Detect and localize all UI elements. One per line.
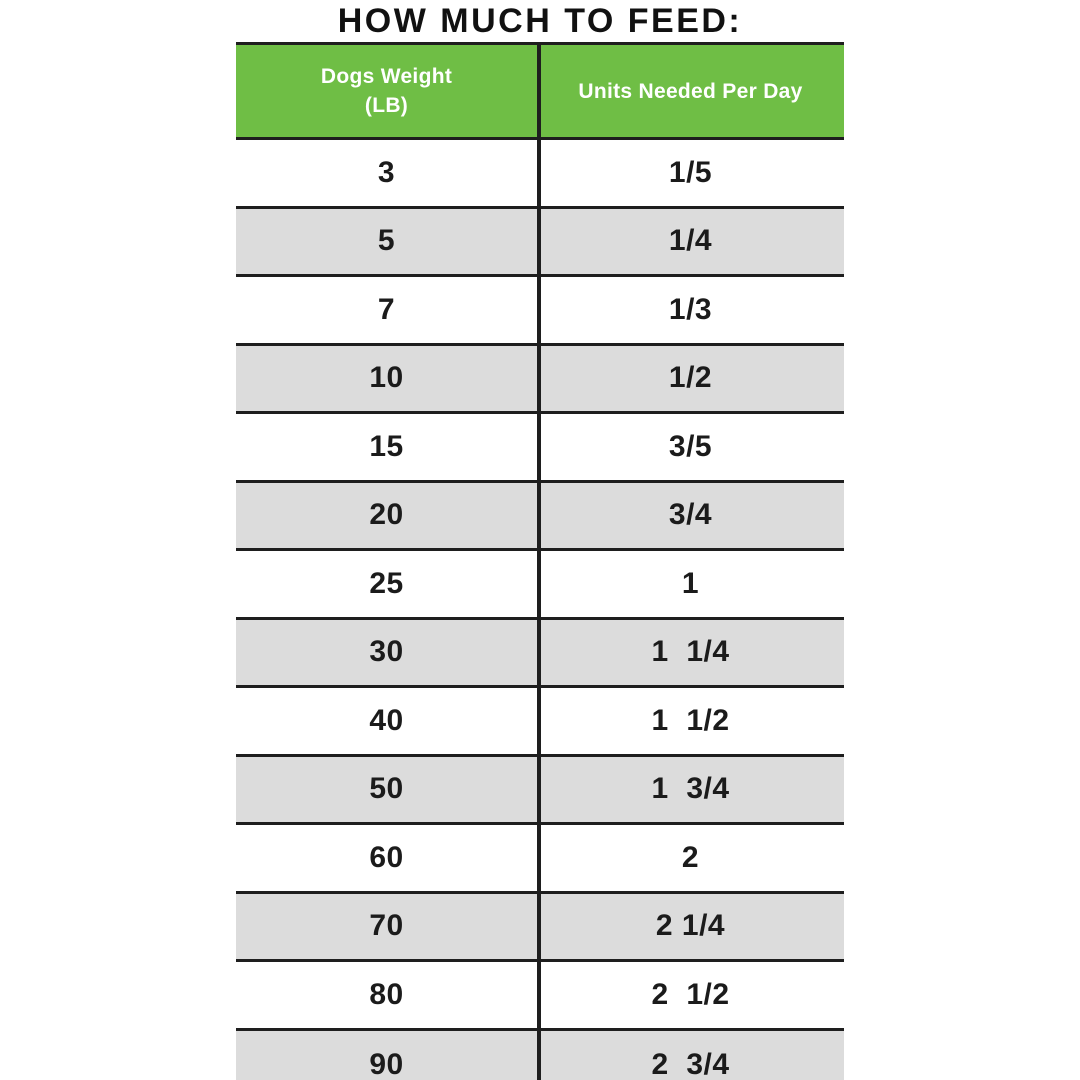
- weight-cell: 7: [236, 277, 541, 343]
- weight-cell: 5: [236, 208, 541, 274]
- table-row: 70 2 1/4: [236, 893, 844, 962]
- units-cell: 3/4: [668, 498, 713, 532]
- header-dogs-weight-line2: (LB): [364, 94, 409, 117]
- page-title: HOW MUCH TO FEED:: [337, 1, 743, 40]
- table-row: 30 1 1/4: [236, 619, 844, 688]
- weight-cell: 70: [236, 893, 541, 959]
- header-units-per-day: Units Needed Per Day: [541, 45, 840, 137]
- table-row: 5 1/4: [236, 208, 844, 277]
- weight-cell: 15: [236, 414, 541, 480]
- weight-cell: 30: [236, 619, 541, 685]
- feeding-table: Dogs Weight (LB) Units Needed Per Day 3 …: [236, 42, 844, 1080]
- units-cell: 2 3/4: [651, 1047, 730, 1080]
- weight-cell: 80: [236, 962, 541, 1028]
- units-cell: 3/5: [668, 429, 713, 463]
- units-cell: 2 1/2: [651, 977, 730, 1011]
- weight-cell: 3: [236, 140, 541, 206]
- table-row: 80 2 1/2: [236, 962, 844, 1031]
- table-row: 3 1/5: [236, 140, 844, 209]
- units-cell: 1/3: [668, 292, 713, 326]
- weight-cell: 90: [236, 1030, 541, 1080]
- units-cell: 1/4: [668, 224, 713, 258]
- table-row: 10 1/2: [236, 345, 844, 414]
- header-dogs-weight-line1: Dogs Weight: [320, 65, 453, 88]
- header-dogs-weight: Dogs Weight (LB): [236, 45, 541, 137]
- units-cell: 1/5: [668, 155, 713, 189]
- table-row: 50 1 3/4: [236, 756, 844, 825]
- table-row: 60 2: [236, 825, 844, 894]
- table-row: 90 2 3/4: [236, 1030, 844, 1080]
- table-row: 15 3/5: [236, 414, 844, 483]
- units-cell: 1 1/4: [651, 635, 730, 669]
- units-cell: 2 1/4: [655, 909, 726, 943]
- table-row: 25 1: [236, 551, 844, 620]
- weight-cell: 10: [236, 345, 541, 411]
- table-row: 7 1/3: [236, 277, 844, 346]
- table-header-row: Dogs Weight (LB) Units Needed Per Day: [236, 45, 844, 140]
- weight-cell: 50: [236, 756, 541, 822]
- table-row: 20 3/4: [236, 482, 844, 551]
- units-cell: 1: [681, 566, 700, 600]
- weight-cell: 25: [236, 551, 541, 617]
- weight-cell: 20: [236, 482, 541, 548]
- units-cell: 1 3/4: [651, 772, 730, 806]
- weight-cell: 40: [236, 688, 541, 754]
- table-body: 3 1/5 5 1/4 7 1/3 10 1/2 15 3/5 20 3/4 2…: [236, 140, 844, 1080]
- units-cell: 2: [681, 840, 700, 874]
- units-cell: 1/2: [668, 361, 713, 395]
- weight-cell: 60: [236, 825, 541, 891]
- table-row: 40 1 1/2: [236, 688, 844, 757]
- header-units-per-day-label: Units Needed Per Day: [578, 79, 803, 103]
- units-cell: 1 1/2: [651, 703, 730, 737]
